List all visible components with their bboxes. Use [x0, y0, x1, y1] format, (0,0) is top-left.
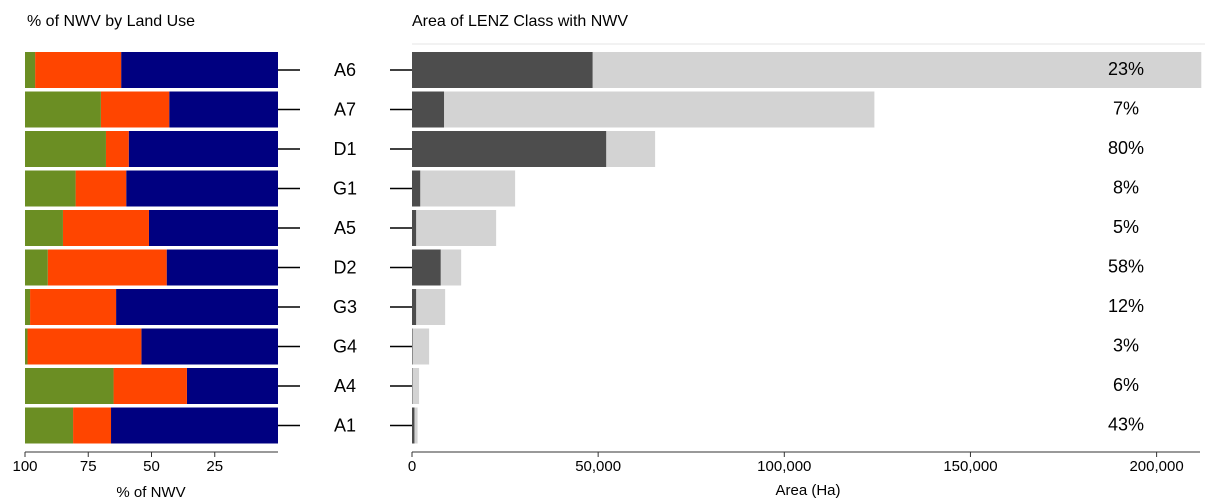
- bar-segment: [25, 91, 101, 128]
- bar-segment: [100, 91, 170, 128]
- bar-segment: [121, 52, 278, 88]
- category-label: A1: [334, 415, 356, 435]
- bar-segment: [166, 249, 278, 286]
- category-label: A7: [334, 99, 356, 119]
- left-title: % of NWV by Land Use: [27, 13, 195, 30]
- bar: [412, 289, 417, 325]
- category-label: A6: [334, 60, 356, 80]
- bar: [412, 289, 446, 325]
- bar-segment: [148, 210, 278, 246]
- bar-segment: [62, 210, 149, 246]
- bar: [412, 131, 607, 167]
- percent-label: 8%: [1113, 177, 1139, 197]
- percent-label: 58%: [1108, 256, 1144, 276]
- bar: [412, 328, 413, 365]
- category-label: D2: [333, 257, 356, 277]
- bar-segment: [27, 328, 142, 365]
- bar-segment: [25, 328, 28, 365]
- bar-segment: [30, 289, 117, 325]
- bar-segment: [128, 131, 278, 167]
- bar: [412, 91, 875, 128]
- bar-segment: [73, 407, 112, 444]
- bar: [412, 210, 417, 246]
- bar: [412, 407, 418, 444]
- bar-segment: [141, 328, 278, 365]
- right-title: Area of LENZ Class with NWV: [412, 13, 628, 30]
- bar-segment: [169, 91, 278, 128]
- percent-label: 23%: [1108, 59, 1144, 79]
- bar-segment: [25, 210, 63, 246]
- category-label: A4: [334, 376, 356, 396]
- bar-segment: [25, 170, 76, 207]
- x-tick-label: 200,000: [1129, 458, 1183, 475]
- bar-segment: [75, 170, 127, 207]
- bar-segment: [116, 289, 278, 325]
- category-label: D1: [333, 139, 356, 159]
- bar-segment: [25, 131, 106, 167]
- bar-segment: [25, 368, 114, 404]
- x-tick-label: 0: [408, 458, 416, 475]
- left-x-axis-title: % of NWV: [116, 484, 185, 501]
- percent-label: 12%: [1108, 296, 1144, 316]
- percent-label: 6%: [1113, 375, 1139, 395]
- bar: [412, 170, 516, 207]
- category-label: A5: [334, 218, 356, 238]
- x-tick-label: 75: [80, 458, 97, 475]
- bar: [412, 328, 430, 365]
- percent-label: 7%: [1113, 98, 1139, 118]
- bar: [412, 407, 415, 444]
- x-tick-label: 100,000: [757, 458, 811, 475]
- bar: [412, 210, 497, 246]
- bar-segment: [47, 249, 167, 286]
- percent-label: 80%: [1108, 138, 1144, 158]
- right-x-axis-title: Area (Ha): [775, 482, 840, 499]
- bar-segment: [35, 52, 122, 88]
- bar-segment: [186, 368, 278, 404]
- bar-segment: [25, 249, 48, 286]
- percent-label: 43%: [1108, 414, 1144, 434]
- bar-segment: [25, 407, 74, 444]
- x-tick-label: 25: [206, 458, 223, 475]
- bar: [412, 249, 441, 286]
- percent-label: 5%: [1113, 217, 1139, 237]
- bar-segment: [25, 289, 31, 325]
- x-tick-label: 100: [12, 458, 37, 475]
- bar: [412, 91, 445, 128]
- bar-segment: [126, 170, 278, 207]
- x-tick-label: 50,000: [575, 458, 621, 475]
- bar-segment: [105, 131, 129, 167]
- category-label: G1: [333, 178, 357, 198]
- bar-segment: [25, 52, 36, 88]
- x-tick-label: 150,000: [943, 458, 997, 475]
- bar: [412, 52, 593, 88]
- category-label: G3: [333, 297, 357, 317]
- bar: [412, 368, 420, 404]
- bar-segment: [113, 368, 187, 404]
- category-label: G4: [333, 336, 357, 356]
- percent-label: 3%: [1113, 335, 1139, 355]
- x-tick-label: 50: [143, 458, 160, 475]
- bar: [412, 170, 421, 207]
- bar-segment: [111, 407, 279, 444]
